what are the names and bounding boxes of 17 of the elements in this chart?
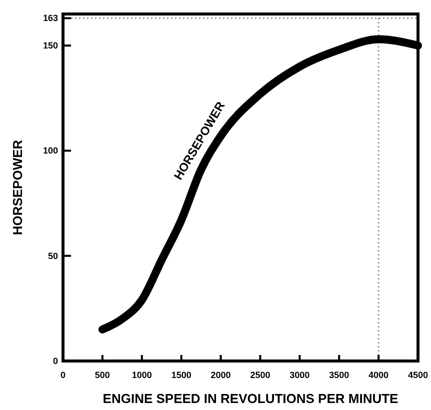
y-tick-label: 100: [42, 146, 58, 156]
x-axis-title: ENGINE SPEED IN REVOLUTIONS PER MINUTE: [102, 391, 399, 406]
x-tick-label: 2000: [210, 370, 231, 380]
y-axis-title: HORSEPOWER: [10, 139, 25, 236]
y-tick-label: 163: [42, 13, 58, 24]
x-tick-label: 3000: [290, 370, 310, 380]
x-tick-label: 1500: [171, 370, 192, 380]
y-tick-label: 50: [48, 250, 58, 261]
x-tick-label: 4000: [368, 370, 389, 380]
y-tick-label: 0: [52, 356, 58, 366]
x-tick-label: 0: [60, 370, 66, 380]
x-tick-label: 500: [94, 370, 110, 380]
x-tick-label: 4500: [408, 370, 428, 380]
x-tick-label: 3500: [329, 370, 350, 380]
y-tick-label: 150: [42, 40, 58, 51]
x-tick-label: 1000: [132, 370, 152, 380]
x-tick-label: 2500: [250, 370, 270, 380]
